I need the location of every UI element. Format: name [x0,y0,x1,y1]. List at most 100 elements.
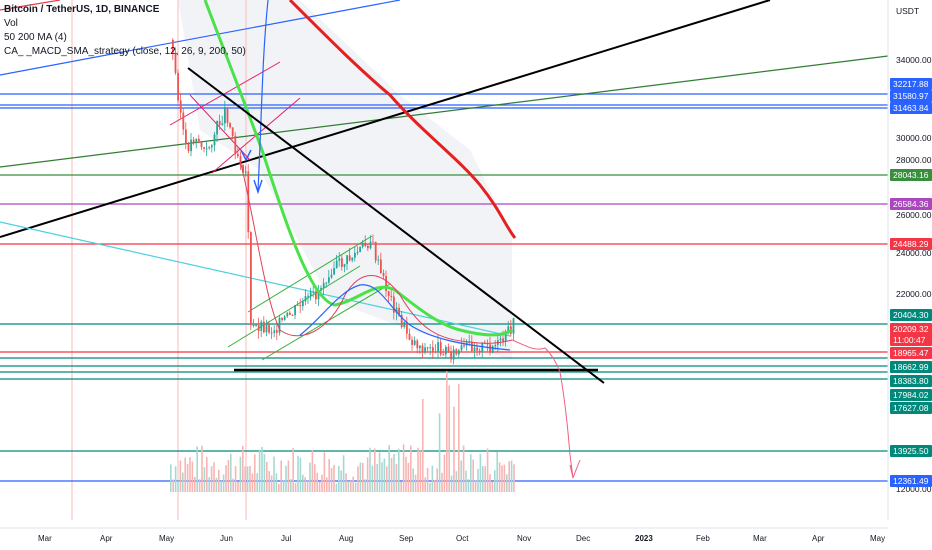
time-tick-label: Mar [753,534,767,543]
volume-indicator-label[interactable]: Vol [4,18,18,29]
channel-upper-line [247,235,373,313]
volume-bar [374,448,376,492]
volume-bar [179,460,182,492]
candle-body [322,283,325,288]
symbol-title[interactable]: Bitcoin / TetherUS, 1D, BINANCE [4,4,160,15]
volume-bar [486,448,489,492]
volume-bar [510,460,513,492]
candle-body [398,307,400,315]
price-badge: 31463.84 [890,102,932,114]
volume-bar [470,454,472,492]
black-rising-trend-line [0,0,771,238]
price-axis: USDT34000.0032000.0030000.0028000.002600… [887,0,932,520]
strategy-indicator-label[interactable]: CA_ _MACD_SMA_strategy (close, 12, 26, 9… [4,46,246,57]
candle-body [426,347,429,349]
volume-bar [340,470,342,492]
candle-body [382,273,385,277]
time-tick-label: May [870,534,885,543]
candle-body [216,120,218,135]
volume-bar [350,480,352,492]
candle-body [250,232,252,326]
volume-bar [170,464,172,492]
candle-body [309,292,312,296]
price-badge: 32217.88 [890,78,932,90]
volume-bar [278,483,280,492]
volume-bar [501,465,503,492]
price-tick-label: 24000.00 [896,248,932,258]
price-tick-label: 26000.00 [896,210,932,220]
volume-bar [184,457,186,492]
candle-body [296,304,299,306]
price-badge-label: 18383.80 [893,376,929,386]
candle-body [325,282,328,284]
volume-bar [431,465,434,492]
price-badge-bg [890,323,932,335]
price-badge-label: 31580.97 [893,91,929,101]
volume-bar [174,466,177,492]
candle-body [380,259,382,274]
volume-bar [335,483,338,492]
candle-body [224,108,226,124]
volume-bar [273,456,275,492]
candle-body [177,72,179,101]
candle-body [494,344,497,347]
candle-body [452,349,455,360]
volume-bar [333,464,335,492]
price-badge: 17984.02 [890,389,932,401]
volume-bar [258,449,261,492]
candle-body [499,338,502,341]
candle-body [211,145,213,148]
volume-bar [491,481,494,492]
price-badge-bg [890,102,932,114]
candle-body [252,324,255,326]
moving-average-indicator-label[interactable]: 50 200 MA (4) [4,32,67,43]
volume-bar [479,453,482,492]
volume-bar [318,481,321,492]
candle-body [192,139,195,143]
price-badge: 12361.49 [890,475,932,487]
volume-bar [194,476,196,492]
candle-body [247,171,250,233]
candle-body [229,122,231,128]
candle-body [413,340,416,345]
candle-body [312,291,315,293]
candle-body [174,52,177,73]
candle-body [273,330,276,333]
candle-body [343,264,346,267]
candle-body [361,242,364,247]
volume-bar [455,471,458,492]
candle-body [328,277,330,283]
volume-bar [402,444,405,492]
candle-body [364,242,367,246]
volume-bar [506,474,508,492]
candle-body [395,307,398,313]
volume-bar [414,474,417,492]
volume-bar [364,479,366,492]
volume-bar [256,473,258,492]
volume-bar [405,456,407,492]
green-trend-line [0,55,889,168]
time-tick-label: Dec [576,534,590,543]
candle-body [218,120,221,125]
volume-bar [347,480,350,492]
price-badge: 11:00:47 [890,334,932,346]
volume-bar [369,447,371,492]
volume-bar [198,479,201,492]
candle-body [434,351,437,353]
signal-ma-line [257,0,511,351]
volume-bar [309,462,311,492]
volume-bar [285,465,287,492]
candle-body [265,324,268,333]
volume-bar [465,470,467,492]
candle-body [447,346,450,352]
volume-bar [251,473,254,492]
volume-bar [328,459,330,492]
candle-body [260,321,263,332]
volume-bar [280,460,282,492]
volume-bar [381,462,383,492]
volume-bar [290,478,292,492]
price-tick-label: 22000.00 [896,289,932,299]
volume-bar [316,472,318,492]
volume-bar [443,454,446,492]
